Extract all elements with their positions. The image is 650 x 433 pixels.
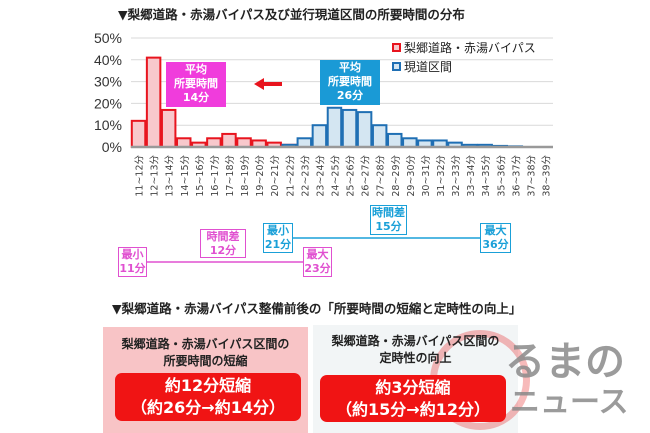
panel-heading-right: 梨郷道路・赤湯バイパス区間の 定時性の向上 [313,333,518,367]
bar-bypass [221,132,237,148]
y-tick-label: 30% [94,74,122,90]
mean-label-current: 平均 所要時間 26分 [320,60,380,105]
current-max: 最大 36分 [480,223,511,253]
value: 15分 [375,220,402,233]
x-tick-label: 15~16分 [195,155,206,197]
legend-item-bypass: 梨郷道路・赤湯バイパス [392,39,536,56]
bar-current [371,124,388,148]
current-diff: 時間差 15分 [370,205,407,235]
result-box-right: 約3分短縮 （約15分→約12分） [320,375,506,422]
x-tick-label: 38~39分 [541,155,552,197]
x-tick-label: 37~38分 [526,155,537,197]
legend-label: 現道区間 [404,60,453,74]
mean-line: 平均 [339,61,361,74]
x-tick-label: 12~13分 [150,155,161,197]
mean-line: 所要時間 [174,77,218,90]
bar-bypass [236,137,252,148]
legend-label: 梨郷道路・赤湯バイパス [404,41,536,55]
bar-current [296,137,313,148]
heading-line: 所要時間の短縮 [163,354,248,368]
bypass-diff: 時間差 12分 [200,229,246,258]
label: 最小 [267,224,289,237]
chart-title: ▼梨郷道路・赤湯バイパス及び並行現道区間の所要時間の分布 [118,7,465,22]
x-tick-label: 33~34分 [466,155,477,197]
bar-bypass [176,137,192,148]
y-tick-label: 0% [102,139,122,155]
x-tick-label: 13~14分 [165,155,176,197]
value: 11分 [119,262,146,275]
x-tick-label: 36~37分 [511,155,522,197]
value: 12分 [209,244,237,257]
result-line: 約12分短縮 [164,376,252,395]
x-tick-label: 34~35分 [481,155,492,197]
heading-line: 定時性の向上 [379,351,452,365]
x-tick-label: 22~23分 [300,155,311,197]
y-tick-label: 50% [94,30,122,46]
bar-bypass [160,108,177,149]
watermark-text-bottom: ニュース [510,385,629,420]
label: 時間差 [206,230,240,243]
bar-bypass [145,56,162,148]
x-tick-label: 18~19分 [240,155,251,197]
bar-bypass [206,137,222,148]
bypass-max: 最大 23分 [303,247,332,277]
result-line: （約15分→約12分） [336,400,490,419]
result-line: 約3分短縮 [375,378,451,397]
heading-line: 梨郷道路・赤湯バイパス区間の [121,337,290,351]
x-tick-label: 25~26分 [346,155,357,197]
panel-heading-left: 梨郷道路・赤湯バイパス区間の 所要時間の短縮 [103,336,308,370]
x-tick-label: 27~28分 [376,155,387,197]
x-tick-label: 35~36分 [496,155,507,197]
x-tick-label: 16~17分 [210,155,221,197]
mean-line: 14分 [182,91,210,104]
heading-line: 梨郷道路・赤湯バイパス区間の [331,334,500,348]
bar-current [341,108,358,149]
bar-current [326,106,343,149]
value: 23分 [304,262,331,275]
mean-line: 平均 [185,63,207,76]
bypass-min: 最小 11分 [118,247,147,277]
value: 21分 [264,238,292,251]
x-tick-label: 30~31分 [421,155,432,197]
y-tick-label: 20% [94,95,122,111]
x-tick-label: 21~22分 [285,155,296,197]
label: 時間差 [372,206,405,219]
value: 36分 [482,238,509,251]
mean-label-bypass: 平均 所要時間 14分 [166,62,226,107]
x-tick-label: 19~20分 [255,155,266,197]
x-tick-label: 26~27分 [361,155,372,197]
x-tick-label: 32~33分 [451,155,462,197]
bar-bypass [130,119,147,148]
section-subtitle: ▼梨郷道路・赤湯バイパス整備前後の「所要時間の短縮と定時性の向上」 [112,301,522,316]
x-tick-label: 20~21分 [270,155,281,197]
legend-item-current: 現道区間 [392,58,452,75]
result-line: （約26分→約14分） [131,398,285,417]
result-box-left: 約12分短縮 （約26分→約14分） [115,373,301,421]
x-tick-label: 24~25分 [330,155,341,197]
label: 最大 [306,248,329,261]
histogram-chart: 0% 10% 20% 30% 40% 50% 11~12分 12~13分 13~14分 14~15… [94,30,553,197]
legend-swatch [392,43,401,52]
y-tick-label: 10% [94,117,122,133]
bar-current [356,111,373,149]
x-tick-label: 31~32分 [436,155,447,197]
bar-current [311,124,328,148]
watermark-text-top: るまの [505,339,625,385]
current-min: 最小 21分 [263,223,293,253]
x-tick-label: 29~30分 [406,155,417,197]
x-tick-label: 11~12分 [135,155,146,197]
x-tick-label: 14~15分 [180,155,191,197]
x-tick-label: 28~29分 [391,155,402,197]
x-tick-label: 23~24分 [315,155,326,197]
bar-current [387,132,403,148]
bar-current [402,137,418,148]
mean-line: 所要時間 [328,75,372,88]
legend-swatch [392,62,401,71]
y-tick-label: 40% [94,52,122,68]
label: 最小 [121,248,144,261]
mean-line: 26分 [336,89,364,102]
x-tick-label: 17~18分 [225,155,236,197]
label: 最大 [484,224,507,237]
